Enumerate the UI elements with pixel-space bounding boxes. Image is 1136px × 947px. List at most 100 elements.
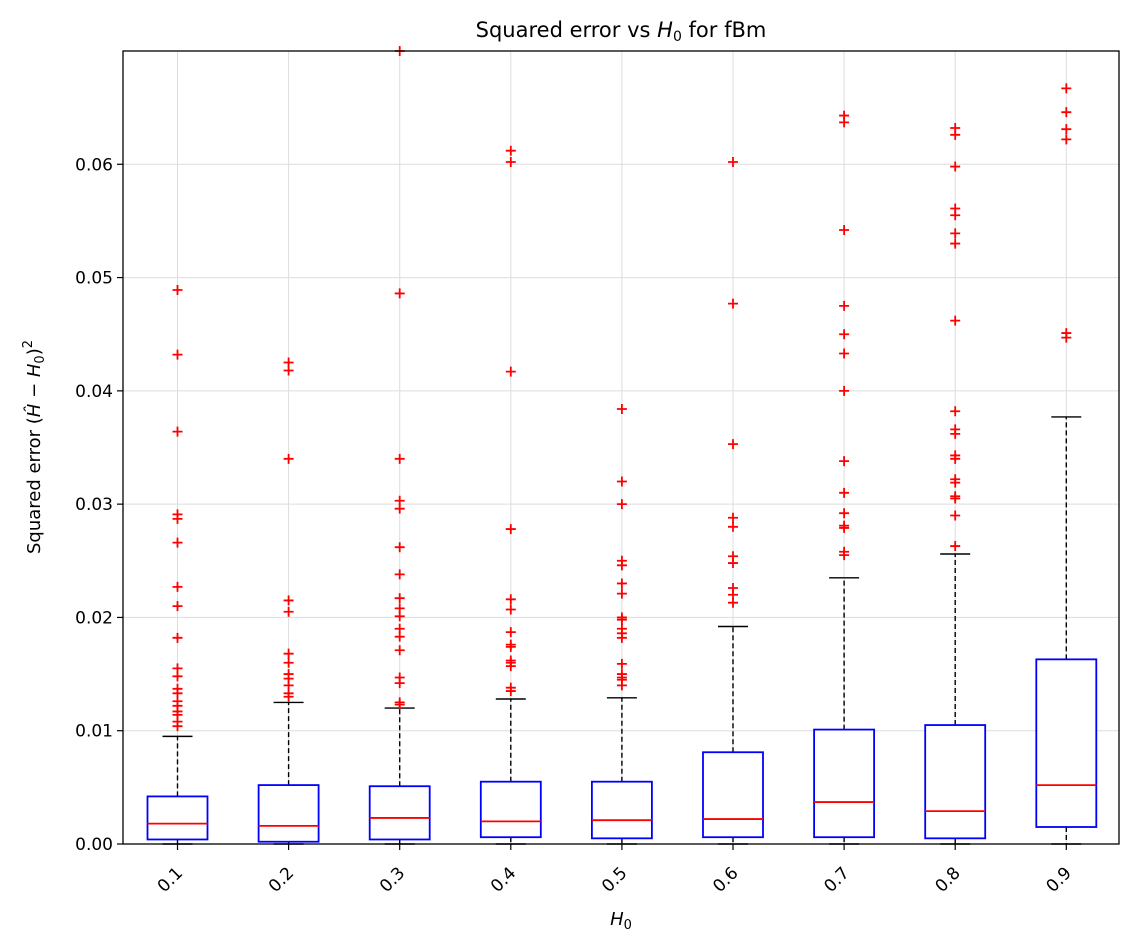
- box: [146, 795, 209, 841]
- flier-point: [394, 503, 405, 514]
- flier-point: [505, 604, 516, 615]
- box-group-0.4: [479, 145, 542, 845]
- y-tick-label: 0.03: [75, 495, 113, 515]
- box: [479, 780, 542, 839]
- y-tick-label: 0.01: [75, 722, 113, 742]
- flier-point: [839, 522, 850, 533]
- flier-point: [394, 631, 405, 642]
- flier-point: [1061, 124, 1072, 135]
- flier-point: [839, 508, 850, 519]
- flier-point: [616, 658, 627, 669]
- flier-point: [950, 493, 961, 504]
- flier-point: [950, 210, 961, 221]
- flier-point: [950, 453, 961, 464]
- flier-point: [394, 542, 405, 553]
- box: [591, 780, 653, 840]
- flier-point: [728, 298, 738, 309]
- flier-point: [616, 614, 627, 625]
- flier-point: [1061, 332, 1072, 343]
- flier-point: [394, 593, 405, 604]
- flier-point: [839, 300, 850, 311]
- flier-point: [394, 288, 405, 299]
- y-tick-label: 0.00: [75, 835, 113, 855]
- flier-point: [505, 627, 516, 638]
- box-group-0.3: [368, 46, 431, 845]
- flier-point: [505, 641, 516, 652]
- box: [257, 784, 320, 843]
- box: [702, 751, 764, 839]
- box-group-0.1: [146, 285, 209, 845]
- flier-point: [505, 524, 516, 535]
- flier-point: [839, 550, 850, 561]
- flier-point: [616, 632, 627, 643]
- y-axis-title: Squared error (Ĥ − H0)2: [21, 340, 48, 554]
- box-group-0.9: [1035, 83, 1098, 845]
- flier-point: [728, 521, 738, 532]
- plot-area-frame: [122, 50, 1120, 845]
- box-series: [146, 46, 1098, 845]
- flier-point: [172, 537, 183, 548]
- flier-point: [616, 403, 627, 414]
- flier-point: [728, 597, 738, 608]
- y-tick-label: 0.06: [75, 155, 113, 175]
- flier-point: [616, 578, 627, 589]
- flier-point: [172, 601, 183, 612]
- flier-point: [839, 385, 850, 396]
- flier-point: [283, 365, 294, 376]
- box: [368, 785, 431, 841]
- flier-point: [839, 456, 850, 467]
- box-group-0.7: [813, 110, 875, 845]
- flier-point: [616, 560, 627, 571]
- flier-point: [728, 558, 738, 569]
- flier-point: [616, 499, 627, 510]
- flier-point: [1061, 134, 1072, 145]
- flier-point: [172, 632, 183, 643]
- flier-point: [172, 349, 183, 360]
- box-group-0.6: [702, 157, 764, 845]
- flier-point: [839, 487, 850, 498]
- flier-point: [616, 588, 627, 599]
- flier-point: [172, 426, 183, 437]
- y-tick-label: 0.05: [75, 269, 113, 289]
- flier-point: [283, 657, 294, 668]
- flier-point: [728, 512, 738, 523]
- flier-point: [505, 594, 516, 605]
- flier-point: [283, 453, 294, 464]
- flier-point: [950, 161, 961, 172]
- flier-point: [950, 406, 961, 417]
- flier-point: [283, 606, 294, 617]
- flier-point: [505, 366, 516, 377]
- flier-point: [1061, 83, 1072, 94]
- flier-point: [394, 699, 405, 710]
- flier-point: [505, 145, 516, 156]
- flier-point: [172, 285, 183, 296]
- box: [813, 728, 875, 839]
- flier-point: [172, 671, 183, 682]
- y-tick-label: 0.02: [75, 608, 113, 628]
- flier-point: [950, 541, 961, 552]
- box-group-0.2: [257, 357, 320, 845]
- flier-point: [839, 117, 850, 128]
- flier-point: [505, 661, 516, 672]
- flier-point: [394, 645, 405, 656]
- chart-title: Squared error vs H0 for fBm: [476, 18, 767, 45]
- flier-point: [950, 238, 961, 249]
- flier-point: [1061, 107, 1072, 118]
- box: [924, 724, 987, 840]
- flier-point: [728, 157, 738, 168]
- x-axis-title: H0: [610, 909, 632, 933]
- flier-point: [950, 315, 961, 326]
- box-group-0.8: [924, 123, 987, 845]
- flier-point: [839, 224, 850, 235]
- flier-point: [394, 569, 405, 580]
- box-group-0.5: [591, 403, 653, 845]
- flier-point: [283, 595, 294, 606]
- flier-point: [283, 691, 294, 702]
- flier-point: [950, 129, 961, 140]
- y-axis: 0.00 0.01 0.02 0.03 0.04 0.05 0.06: [75, 155, 123, 855]
- flier-point: [283, 648, 294, 659]
- flier-point: [172, 581, 183, 592]
- flier-point: [505, 686, 516, 697]
- flier-point: [950, 477, 961, 488]
